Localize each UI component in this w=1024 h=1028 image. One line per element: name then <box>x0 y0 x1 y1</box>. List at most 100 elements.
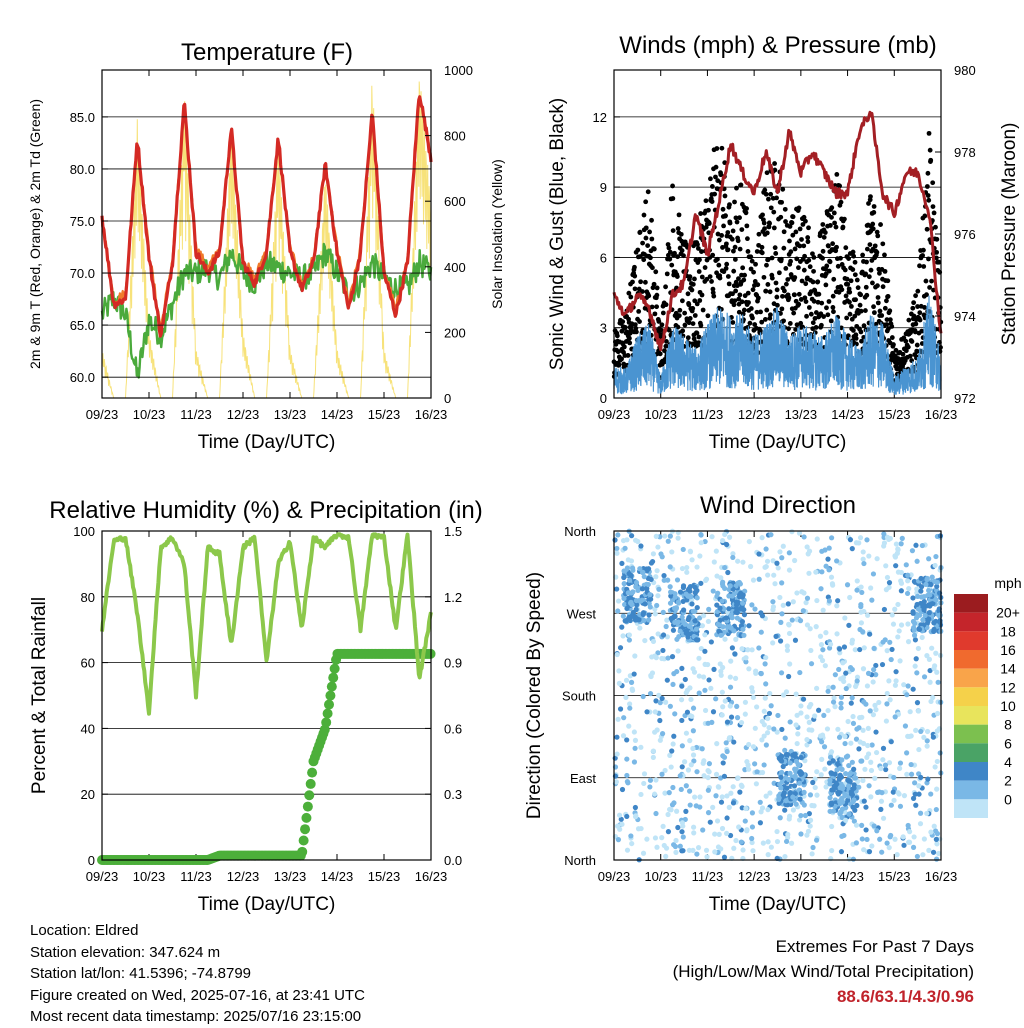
direction-dot <box>851 797 857 803</box>
direction-dot <box>921 607 927 613</box>
gust-dot <box>917 310 923 316</box>
direction-dot <box>854 674 861 680</box>
x-tick-label: 13/23 <box>785 407 818 422</box>
gust-dot <box>825 312 831 318</box>
direction-dot <box>849 637 856 643</box>
direction-dot <box>846 778 852 784</box>
direction-dot <box>916 791 922 797</box>
direction-dot <box>795 731 801 737</box>
direction-dot <box>635 826 642 832</box>
temperature-title: Temperature (F) <box>181 39 353 66</box>
direction-dot <box>714 740 720 747</box>
y-tick-label: 0 <box>600 391 607 406</box>
gust-dot <box>761 220 767 226</box>
gust-dot <box>924 184 930 189</box>
direction-dot <box>786 630 793 637</box>
direction-dot <box>921 836 927 842</box>
direction-dot <box>775 712 781 719</box>
gust-dot <box>651 281 657 287</box>
gust-dot <box>675 254 681 260</box>
direction-dot <box>810 844 816 851</box>
direction-dot <box>650 638 657 645</box>
direction-dot <box>856 725 862 731</box>
direction-dot <box>723 541 730 548</box>
gust-dot <box>808 311 814 317</box>
direction-dot <box>660 632 667 638</box>
colorbar-swatch <box>954 612 988 632</box>
direction-dot <box>783 775 789 781</box>
gust-dot <box>646 293 652 299</box>
direction-dot <box>830 758 836 764</box>
direction-dot <box>865 742 871 749</box>
direction-dot <box>868 794 874 800</box>
direction-dot <box>866 553 872 559</box>
direction-dot <box>905 639 912 645</box>
gust-dot <box>723 265 729 271</box>
direction-dot <box>904 590 911 597</box>
gust-dot <box>772 245 778 251</box>
direction-dot <box>675 648 681 654</box>
direction-dot <box>715 621 721 627</box>
gust-dot <box>756 231 762 237</box>
direction-dot <box>741 632 747 638</box>
direction-dot <box>898 588 904 594</box>
gust-dot <box>748 266 754 272</box>
gust-dot <box>790 331 796 337</box>
gust-dot <box>803 281 809 287</box>
direction-dot <box>819 756 825 762</box>
direction-dot <box>626 637 632 643</box>
gust-dot <box>776 270 782 276</box>
gust-dot <box>840 224 846 230</box>
direction-dot <box>640 693 646 700</box>
direction-dot <box>925 776 931 782</box>
direction-dot <box>702 687 708 693</box>
gust-dot <box>778 214 784 220</box>
direction-dot <box>679 683 685 689</box>
direction-dot <box>804 622 811 628</box>
gust-dot <box>714 146 720 151</box>
gust-dot <box>762 317 768 322</box>
direction-dot <box>822 766 828 772</box>
gust-dot <box>807 264 813 270</box>
direction-dot <box>858 758 864 764</box>
direction-dot <box>774 560 780 566</box>
direction-tick-label: North <box>564 524 596 539</box>
x-tick-label: 15/23 <box>878 869 911 884</box>
direction-dot <box>787 661 793 667</box>
direction-dot <box>644 836 650 842</box>
direction-dot <box>934 669 940 675</box>
y2-tick-label: 800 <box>444 129 466 144</box>
direction-dot <box>655 631 661 637</box>
x-tick-label: 13/23 <box>274 407 307 422</box>
direction-dot <box>924 653 930 659</box>
gust-dot <box>653 269 659 275</box>
gust-dot <box>852 313 858 319</box>
direction-dot <box>698 645 704 652</box>
direction-dot <box>861 798 867 804</box>
direction-dot <box>842 733 848 740</box>
gust-dot <box>699 274 705 280</box>
gust-dot <box>679 298 685 304</box>
gust-dot <box>920 253 925 258</box>
gust-dot <box>712 191 718 197</box>
direction-dot <box>825 707 831 714</box>
direction-dot <box>937 612 943 618</box>
direction-dot <box>927 592 933 598</box>
direction-dot <box>702 661 708 667</box>
direction-dot <box>726 804 732 810</box>
direction-dot <box>745 762 751 768</box>
colorbar-swatch <box>954 706 988 725</box>
direction-dot <box>797 769 804 775</box>
gust-dot <box>769 255 775 261</box>
humidity-title: Relative Humidity (%) & Precipitation (i… <box>49 497 482 524</box>
direction-dot <box>804 714 810 720</box>
direction-dot <box>870 712 877 718</box>
direction-dot <box>865 751 872 757</box>
direction-dot <box>804 544 810 550</box>
x-tick-label: 14/23 <box>321 869 354 884</box>
direction-dot <box>934 831 941 837</box>
direction-dot <box>860 740 867 747</box>
gust-dot <box>874 249 880 255</box>
gust-dot <box>664 271 670 277</box>
direction-dot <box>832 704 838 710</box>
